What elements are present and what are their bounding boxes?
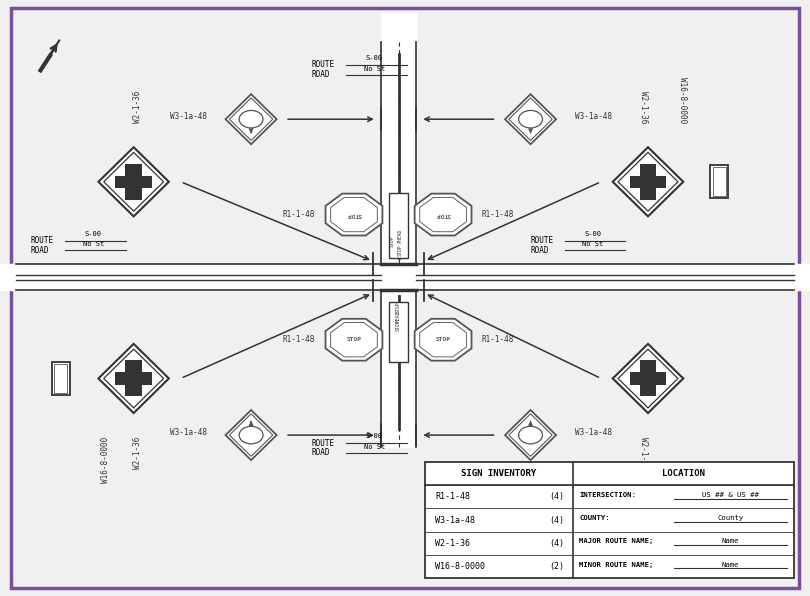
Text: COUNTY:: COUNTY:: [579, 515, 610, 522]
Text: STOP: STOP: [436, 212, 450, 217]
Text: Name: Name: [722, 561, 740, 568]
Bar: [389, 193, 408, 258]
Text: R1-1-48: R1-1-48: [482, 210, 514, 219]
Polygon shape: [505, 410, 556, 460]
Text: (4): (4): [549, 492, 565, 501]
Text: W2-1-36: W2-1-36: [639, 91, 649, 123]
Text: W3-1a-48: W3-1a-48: [435, 516, 475, 524]
Text: (4): (4): [549, 539, 565, 548]
Text: STOP: STOP: [347, 337, 361, 342]
Text: AHEAD: AHEAD: [398, 228, 403, 243]
Text: S-00: S-00: [366, 55, 382, 61]
Text: ROAD: ROAD: [312, 70, 330, 79]
Text: HEAD: HEAD: [396, 310, 401, 322]
Polygon shape: [629, 176, 667, 188]
Text: No St: No St: [582, 241, 603, 247]
Text: W16-8-0000: W16-8-0000: [100, 437, 110, 483]
Polygon shape: [98, 344, 169, 413]
Text: ROUTE: ROUTE: [31, 236, 54, 246]
Text: (4): (4): [549, 516, 565, 524]
Text: ROAD: ROAD: [31, 246, 49, 255]
Text: No St: No St: [364, 66, 385, 72]
Text: LOCATION: LOCATION: [662, 469, 705, 478]
Text: STOP: STOP: [390, 235, 394, 247]
Text: INTERSECTION:: INTERSECTION:: [579, 492, 636, 498]
Text: STOP: STOP: [396, 319, 401, 331]
Polygon shape: [326, 194, 382, 235]
Text: R1-1-48: R1-1-48: [283, 210, 315, 219]
Text: W3-1a-48: W3-1a-48: [169, 111, 207, 121]
Text: No St: No St: [83, 241, 104, 247]
Bar: [52, 362, 70, 395]
Polygon shape: [415, 194, 471, 235]
Text: No St: No St: [364, 444, 385, 450]
Bar: [0, 264, 810, 290]
Text: ROAD: ROAD: [531, 246, 549, 255]
Polygon shape: [629, 372, 667, 384]
Text: S-00: S-00: [585, 231, 601, 237]
Text: W2-1-36: W2-1-36: [133, 437, 143, 469]
Text: STOP: STOP: [436, 337, 450, 342]
Text: W2-1-36: W2-1-36: [435, 539, 470, 548]
Text: W2-1-36: W2-1-36: [639, 437, 649, 469]
Text: S-00: S-00: [85, 231, 101, 237]
Bar: [710, 165, 728, 198]
Text: ROUTE: ROUTE: [531, 236, 554, 246]
Polygon shape: [613, 147, 684, 216]
Text: County: County: [718, 515, 744, 522]
Bar: [54, 364, 67, 393]
Text: W16-8-0000: W16-8-0000: [677, 77, 687, 123]
Text: (2): (2): [549, 562, 565, 571]
Polygon shape: [505, 94, 556, 144]
Text: STOP: STOP: [347, 212, 361, 217]
Text: R1-1-48: R1-1-48: [482, 335, 514, 344]
Polygon shape: [115, 176, 152, 188]
Text: ROUTE: ROUTE: [312, 439, 335, 448]
Text: STOP: STOP: [396, 301, 401, 313]
Polygon shape: [326, 319, 382, 361]
Polygon shape: [126, 164, 142, 200]
Text: W3-1a-48: W3-1a-48: [575, 427, 612, 437]
Bar: [425, 462, 794, 578]
Polygon shape: [613, 344, 684, 413]
Text: SIGN INVENTORY: SIGN INVENTORY: [462, 469, 536, 478]
Text: MINOR ROUTE NAME;: MINOR ROUTE NAME;: [579, 561, 654, 568]
Text: STOP: STOP: [398, 244, 403, 256]
Polygon shape: [126, 361, 142, 396]
Polygon shape: [225, 410, 277, 460]
Text: S-00: S-00: [366, 433, 382, 439]
Polygon shape: [640, 361, 656, 396]
Text: W2-1-36: W2-1-36: [133, 91, 143, 123]
Polygon shape: [225, 94, 277, 144]
Text: W3-1a-48: W3-1a-48: [575, 111, 612, 121]
Text: W3-1a-48: W3-1a-48: [169, 427, 207, 437]
Text: R1-1-48: R1-1-48: [435, 492, 470, 501]
Text: ROUTE: ROUTE: [312, 60, 335, 70]
Text: US ## & US ##: US ## & US ##: [702, 492, 759, 498]
Polygon shape: [115, 372, 152, 384]
Polygon shape: [415, 319, 471, 361]
Text: MAJOR ROUTE NAME;: MAJOR ROUTE NAME;: [579, 538, 654, 545]
Text: ROAD: ROAD: [312, 448, 330, 458]
Bar: [389, 302, 408, 362]
Text: Name: Name: [722, 538, 740, 545]
Bar: [381, 12, 416, 447]
Text: W16-8-0000: W16-8-0000: [435, 562, 485, 571]
Text: R1-1-48: R1-1-48: [283, 335, 315, 344]
Polygon shape: [98, 147, 169, 216]
Polygon shape: [640, 164, 656, 200]
Bar: [713, 167, 726, 197]
